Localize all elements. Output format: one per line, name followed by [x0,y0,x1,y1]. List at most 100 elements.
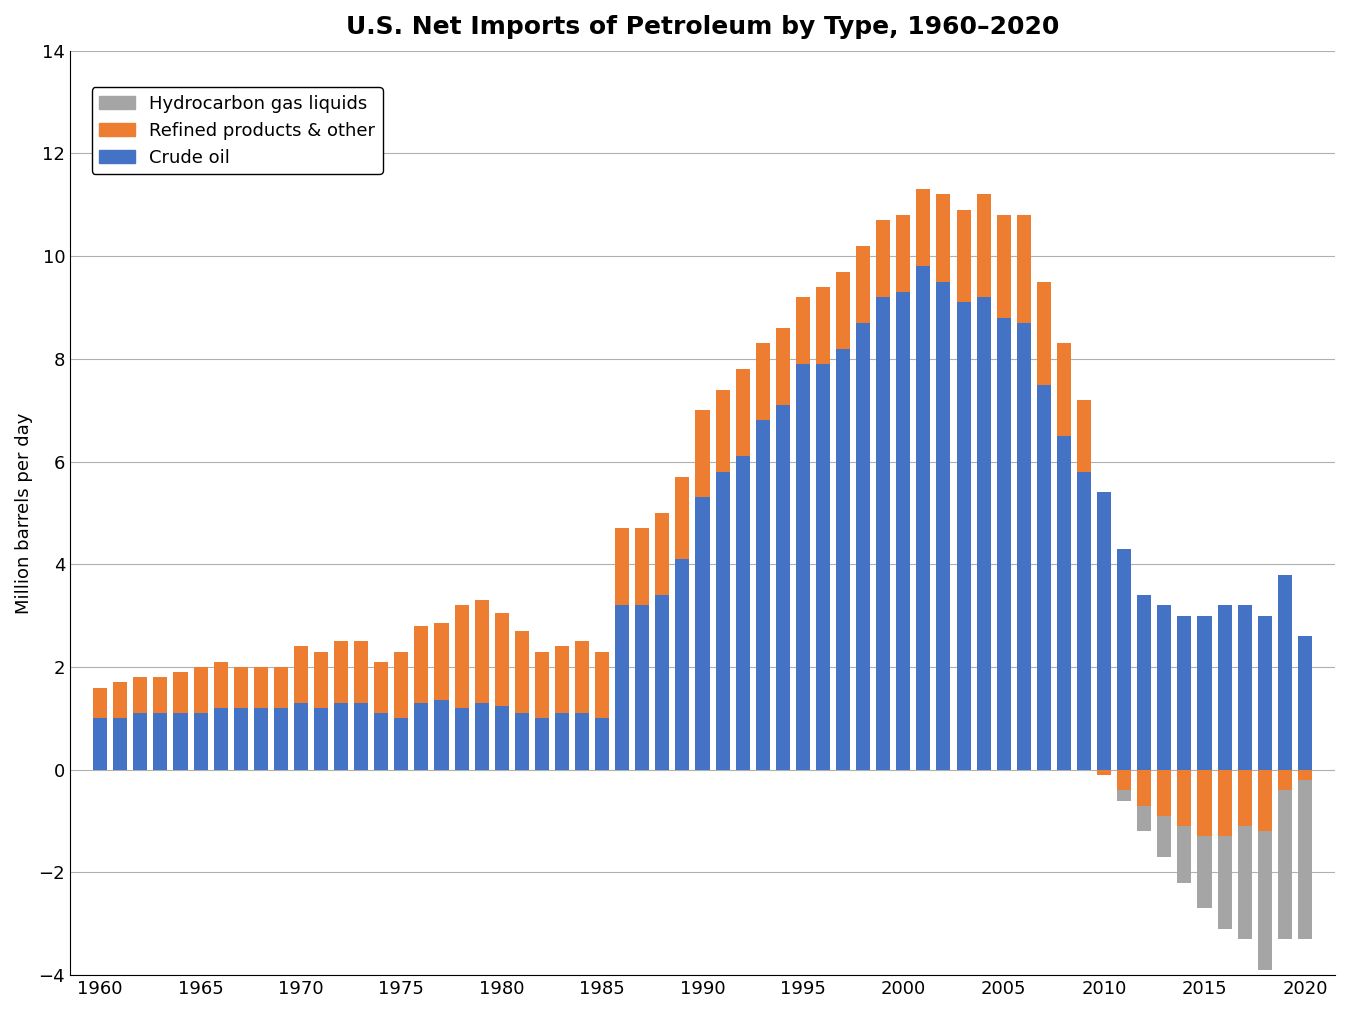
Bar [1218,770,1231,837]
Bar [193,713,208,770]
Bar [996,215,1011,318]
Bar [1278,574,1292,770]
Bar [815,364,830,770]
Bar [213,661,228,708]
Bar [1157,770,1172,815]
Bar [876,220,890,297]
Bar [1037,385,1050,770]
Bar [1098,770,1111,775]
Bar [134,678,147,713]
Bar [976,297,991,770]
Legend: Hydrocarbon gas liquids, Refined products & other, Crude oil: Hydrocarbon gas liquids, Refined product… [92,87,382,174]
Bar [1118,549,1131,770]
Bar [113,718,127,770]
Bar [616,529,629,606]
Bar [1077,472,1091,770]
Bar [494,705,509,770]
Bar [333,641,348,703]
Bar [414,626,428,703]
Bar [1037,282,1050,385]
Bar [616,606,629,770]
Bar [655,595,670,770]
Bar [1297,770,1312,780]
Bar [134,713,147,770]
Bar [173,672,188,713]
Bar [1177,616,1192,770]
Bar [1137,770,1152,805]
Bar [1278,770,1292,790]
Bar [1118,790,1131,800]
Bar [675,559,690,770]
Bar [1218,606,1231,770]
Bar [1098,492,1111,770]
Bar [595,651,609,718]
Bar [1157,606,1172,770]
Bar [636,529,649,606]
Bar [1258,616,1272,770]
Bar [1197,837,1211,909]
Bar [675,477,690,559]
Bar [756,420,770,770]
Bar [213,708,228,770]
Bar [695,410,710,497]
Bar [294,703,308,770]
Bar [796,364,810,770]
Bar [796,297,810,364]
Bar [374,661,389,713]
Bar [716,390,729,472]
Bar [815,287,830,364]
Bar [455,708,468,770]
Bar [93,718,107,770]
Bar [193,667,208,713]
Bar [1238,606,1251,770]
Bar [254,667,267,708]
Bar [475,703,489,770]
Bar [957,302,971,770]
Bar [756,343,770,420]
Bar [113,683,127,718]
Bar [374,713,389,770]
Bar [836,348,850,770]
Bar [494,613,509,705]
Bar [535,718,549,770]
Bar [414,703,428,770]
Bar [575,713,589,770]
Bar [154,713,167,770]
Bar [595,718,609,770]
Bar [1137,805,1152,832]
Bar [294,646,308,703]
Bar [876,297,890,770]
Bar [1258,832,1272,970]
Bar [695,497,710,770]
Bar [1177,827,1192,882]
Bar [976,194,991,297]
Bar [455,606,468,708]
Bar [1197,616,1211,770]
Bar [1157,815,1172,857]
Bar [1118,770,1131,790]
Bar [856,323,871,770]
Bar [514,631,529,713]
Bar [394,718,408,770]
Bar [937,194,950,282]
Bar [716,472,729,770]
Bar [93,688,107,718]
Bar [917,189,930,266]
Bar [234,708,248,770]
Bar [173,713,188,770]
Bar [354,703,369,770]
Bar [1218,837,1231,929]
Bar [555,713,568,770]
Bar [1238,827,1251,939]
Bar [917,266,930,770]
Bar [234,667,248,708]
Bar [154,678,167,713]
Bar [856,246,871,323]
Bar [315,708,328,770]
Bar [315,651,328,708]
Bar [1177,770,1192,827]
Bar [896,292,910,770]
Bar [254,708,267,770]
Bar [435,623,448,700]
Bar [435,700,448,770]
